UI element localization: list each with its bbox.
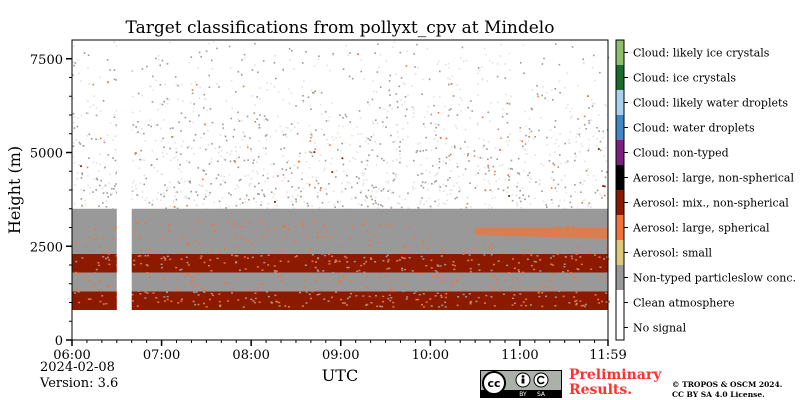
- legend-swatch-3: [616, 240, 624, 265]
- legend-swatch-5: [616, 190, 624, 215]
- legend-swatch-11: [616, 40, 624, 65]
- legend-label-3: Aerosol: small: [632, 247, 712, 260]
- sa-badge-text: SA: [537, 391, 546, 398]
- copyright-notice: © TROPOS & OSCM 2024. CC BY SA 4.0 Licen…: [672, 380, 782, 400]
- x-tick-label-3: 09:00: [322, 348, 359, 363]
- legend-swatch-4: [616, 215, 624, 240]
- y-tick-label-3: 7500: [30, 53, 63, 68]
- legend-label-1: Clean atmosphere: [633, 297, 735, 310]
- elevated-aerosol: [475, 227, 608, 239]
- legend-label-11: Cloud: likely ice crystals: [633, 47, 770, 60]
- preliminary-notice: Preliminary Results.: [569, 368, 661, 398]
- legend-label-7: Cloud: non-typed: [633, 147, 729, 160]
- axes: 06:00 07:00 08:00 09:00 10:00 11:00 11:59 0 2500…: [30, 39, 627, 363]
- copyright-line2: CC BY SA 4.0 License.: [672, 390, 765, 399]
- cc-by-sa-icon: cc BY SA: [480, 370, 562, 400]
- x-tick-label-0: 06:00: [53, 348, 90, 363]
- chart-title: Target classifications from pollyxt_cpv …: [126, 18, 555, 38]
- legend-swatch-6: [616, 165, 624, 190]
- y-tick-label-1: 2500: [30, 240, 63, 255]
- by-badge-text: BY: [519, 391, 527, 398]
- x-axis-label: UTC: [322, 366, 358, 385]
- colorbar-frame: [615, 39, 625, 341]
- legend-colorbar: No signal Clean atmosphere Non-typed parti…: [615, 39, 796, 341]
- y-tick-label-2: 5000: [30, 147, 63, 162]
- preliminary-line2: Results.: [569, 382, 633, 398]
- legend-label-5: Aerosol: mix., non-spherical: [632, 197, 789, 210]
- legend-swatch-1: [616, 290, 624, 315]
- legend-swatch-9: [616, 90, 624, 115]
- cc-badge-text: cc: [487, 377, 500, 390]
- legend-label-6: Aerosol: large, non-spherical: [632, 172, 794, 185]
- legend-label-0: No signal: [633, 322, 687, 335]
- version-label: Version: 3.6: [40, 376, 119, 391]
- legend-swatch-7: [616, 140, 624, 165]
- layer-0: [72, 291, 608, 310]
- noise-speckle: [72, 41, 609, 225]
- copyright-line1: © TROPOS & OSCM 2024.: [672, 380, 783, 389]
- x-tick-label-4: 10:00: [412, 348, 449, 363]
- legend-label-9: Cloud: likely water droplets: [633, 97, 788, 110]
- legend-label-10: Cloud: ice crystals: [633, 72, 736, 85]
- layer-2: [72, 253, 608, 273]
- legend-swatch-10: [616, 65, 624, 90]
- y-axis-label: Height (m): [5, 146, 24, 234]
- preliminary-line1: Preliminary: [569, 367, 662, 383]
- x-tick-label-1: 07:00: [143, 348, 180, 363]
- legend-swatch-0: [616, 315, 624, 340]
- x-tick-label-6: 11:59: [589, 348, 626, 363]
- legend-swatch-2: [616, 265, 624, 290]
- no-signal-band: [72, 310, 608, 340]
- x-tick-label-5: 11:00: [501, 348, 538, 363]
- legend-swatch-8: [616, 115, 624, 140]
- legend-label-8: Cloud: water droplets: [633, 122, 755, 135]
- data-gap-0: [116, 40, 132, 340]
- y-tick-label-0: 0: [55, 334, 63, 349]
- plot-area: [72, 40, 610, 340]
- date-label: 2024-02-08: [40, 360, 115, 375]
- legend-label-2: Non-typed particleslow conc.: [633, 272, 796, 285]
- legend-label-4: Aerosol: large, spherical: [632, 222, 770, 235]
- x-tick-label-2: 08:00: [232, 348, 269, 363]
